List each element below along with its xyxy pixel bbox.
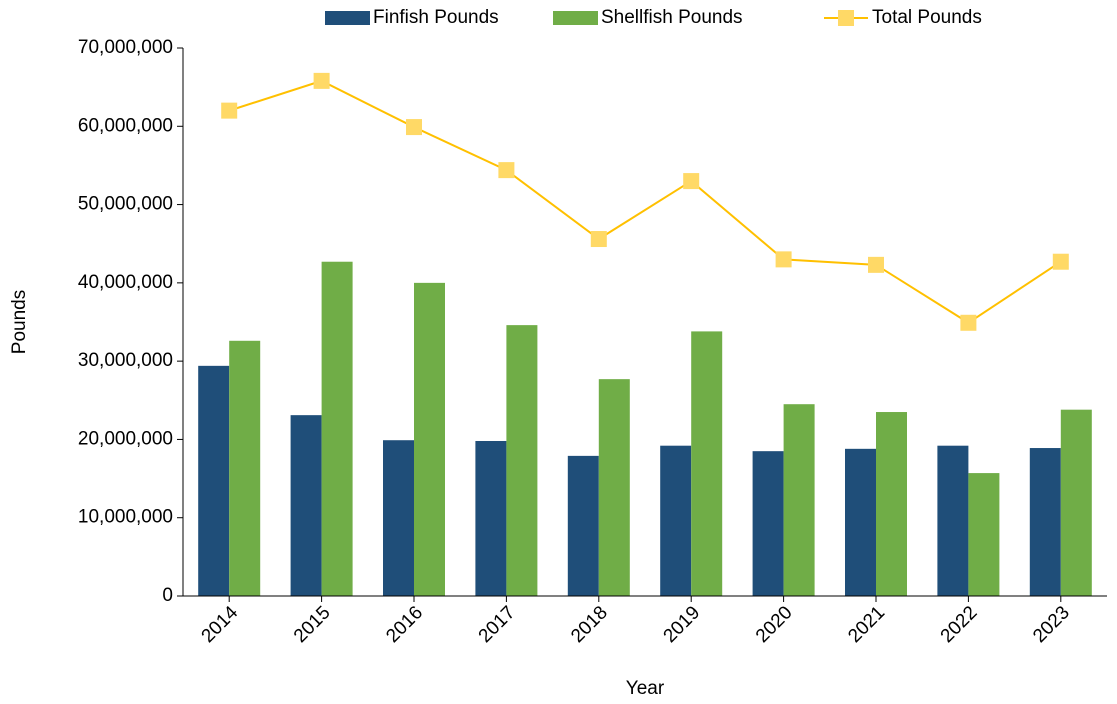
bar bbox=[1060, 409, 1092, 596]
y-tick-label: 40,000,000 bbox=[78, 272, 173, 293]
x-tick-label: 2020 bbox=[752, 602, 797, 647]
bar bbox=[475, 440, 507, 596]
bar bbox=[198, 365, 230, 596]
bar bbox=[414, 282, 445, 596]
y-tick-label: 20,000,000 bbox=[78, 428, 173, 449]
marker bbox=[221, 102, 238, 119]
y-tick-label: 30,000,000 bbox=[78, 350, 173, 371]
marker bbox=[868, 256, 884, 273]
legend-label: Shellfish Pounds bbox=[601, 7, 743, 28]
bar bbox=[1029, 448, 1061, 596]
bar bbox=[598, 379, 630, 596]
x-tick-label: 2017 bbox=[475, 602, 520, 647]
y-tick-label: 50,000,000 bbox=[78, 194, 173, 215]
marker bbox=[406, 119, 422, 136]
legend-label: Total Pounds bbox=[872, 7, 982, 28]
legend-label: Finfish Pounds bbox=[373, 7, 499, 28]
marker bbox=[960, 314, 977, 331]
marker bbox=[498, 162, 515, 179]
legend-marker bbox=[838, 10, 854, 26]
x-tick-label: 2016 bbox=[382, 602, 427, 647]
y-tick-label: 60,000,000 bbox=[78, 115, 173, 136]
marker bbox=[683, 173, 700, 190]
bar bbox=[321, 261, 353, 596]
bar bbox=[660, 445, 692, 596]
y-axis-label: Pounds bbox=[9, 290, 30, 354]
y-tick-label: 70,000,000 bbox=[78, 37, 173, 58]
bar bbox=[937, 445, 969, 596]
bar bbox=[968, 473, 1000, 596]
x-tick-label: 2022 bbox=[937, 602, 982, 647]
x-tick-label: 2018 bbox=[567, 602, 612, 647]
bar bbox=[752, 451, 784, 596]
marker bbox=[775, 251, 792, 268]
bar bbox=[229, 340, 261, 596]
x-tick-label: 2014 bbox=[198, 602, 243, 647]
bar bbox=[567, 455, 599, 596]
legend-swatch bbox=[553, 11, 598, 25]
bar bbox=[783, 404, 815, 596]
bar bbox=[506, 325, 538, 596]
marker bbox=[590, 231, 607, 248]
marker bbox=[1052, 253, 1069, 270]
bar bbox=[290, 415, 322, 596]
x-tick-label: 2015 bbox=[290, 602, 335, 647]
bar bbox=[383, 440, 414, 596]
marker bbox=[313, 72, 330, 89]
legend-swatch bbox=[325, 11, 370, 25]
line bbox=[228, 79, 1062, 324]
y-tick-label: 0 bbox=[162, 585, 173, 606]
x-tick-label: 2023 bbox=[1029, 602, 1074, 647]
x-tick-label: 2019 bbox=[660, 602, 705, 647]
bar bbox=[876, 412, 907, 596]
x-tick-label: 2021 bbox=[844, 602, 889, 647]
bar bbox=[845, 448, 876, 596]
x-axis-label: Year bbox=[626, 678, 665, 699]
bar bbox=[691, 331, 723, 596]
y-tick-label: 10,000,000 bbox=[78, 507, 173, 528]
